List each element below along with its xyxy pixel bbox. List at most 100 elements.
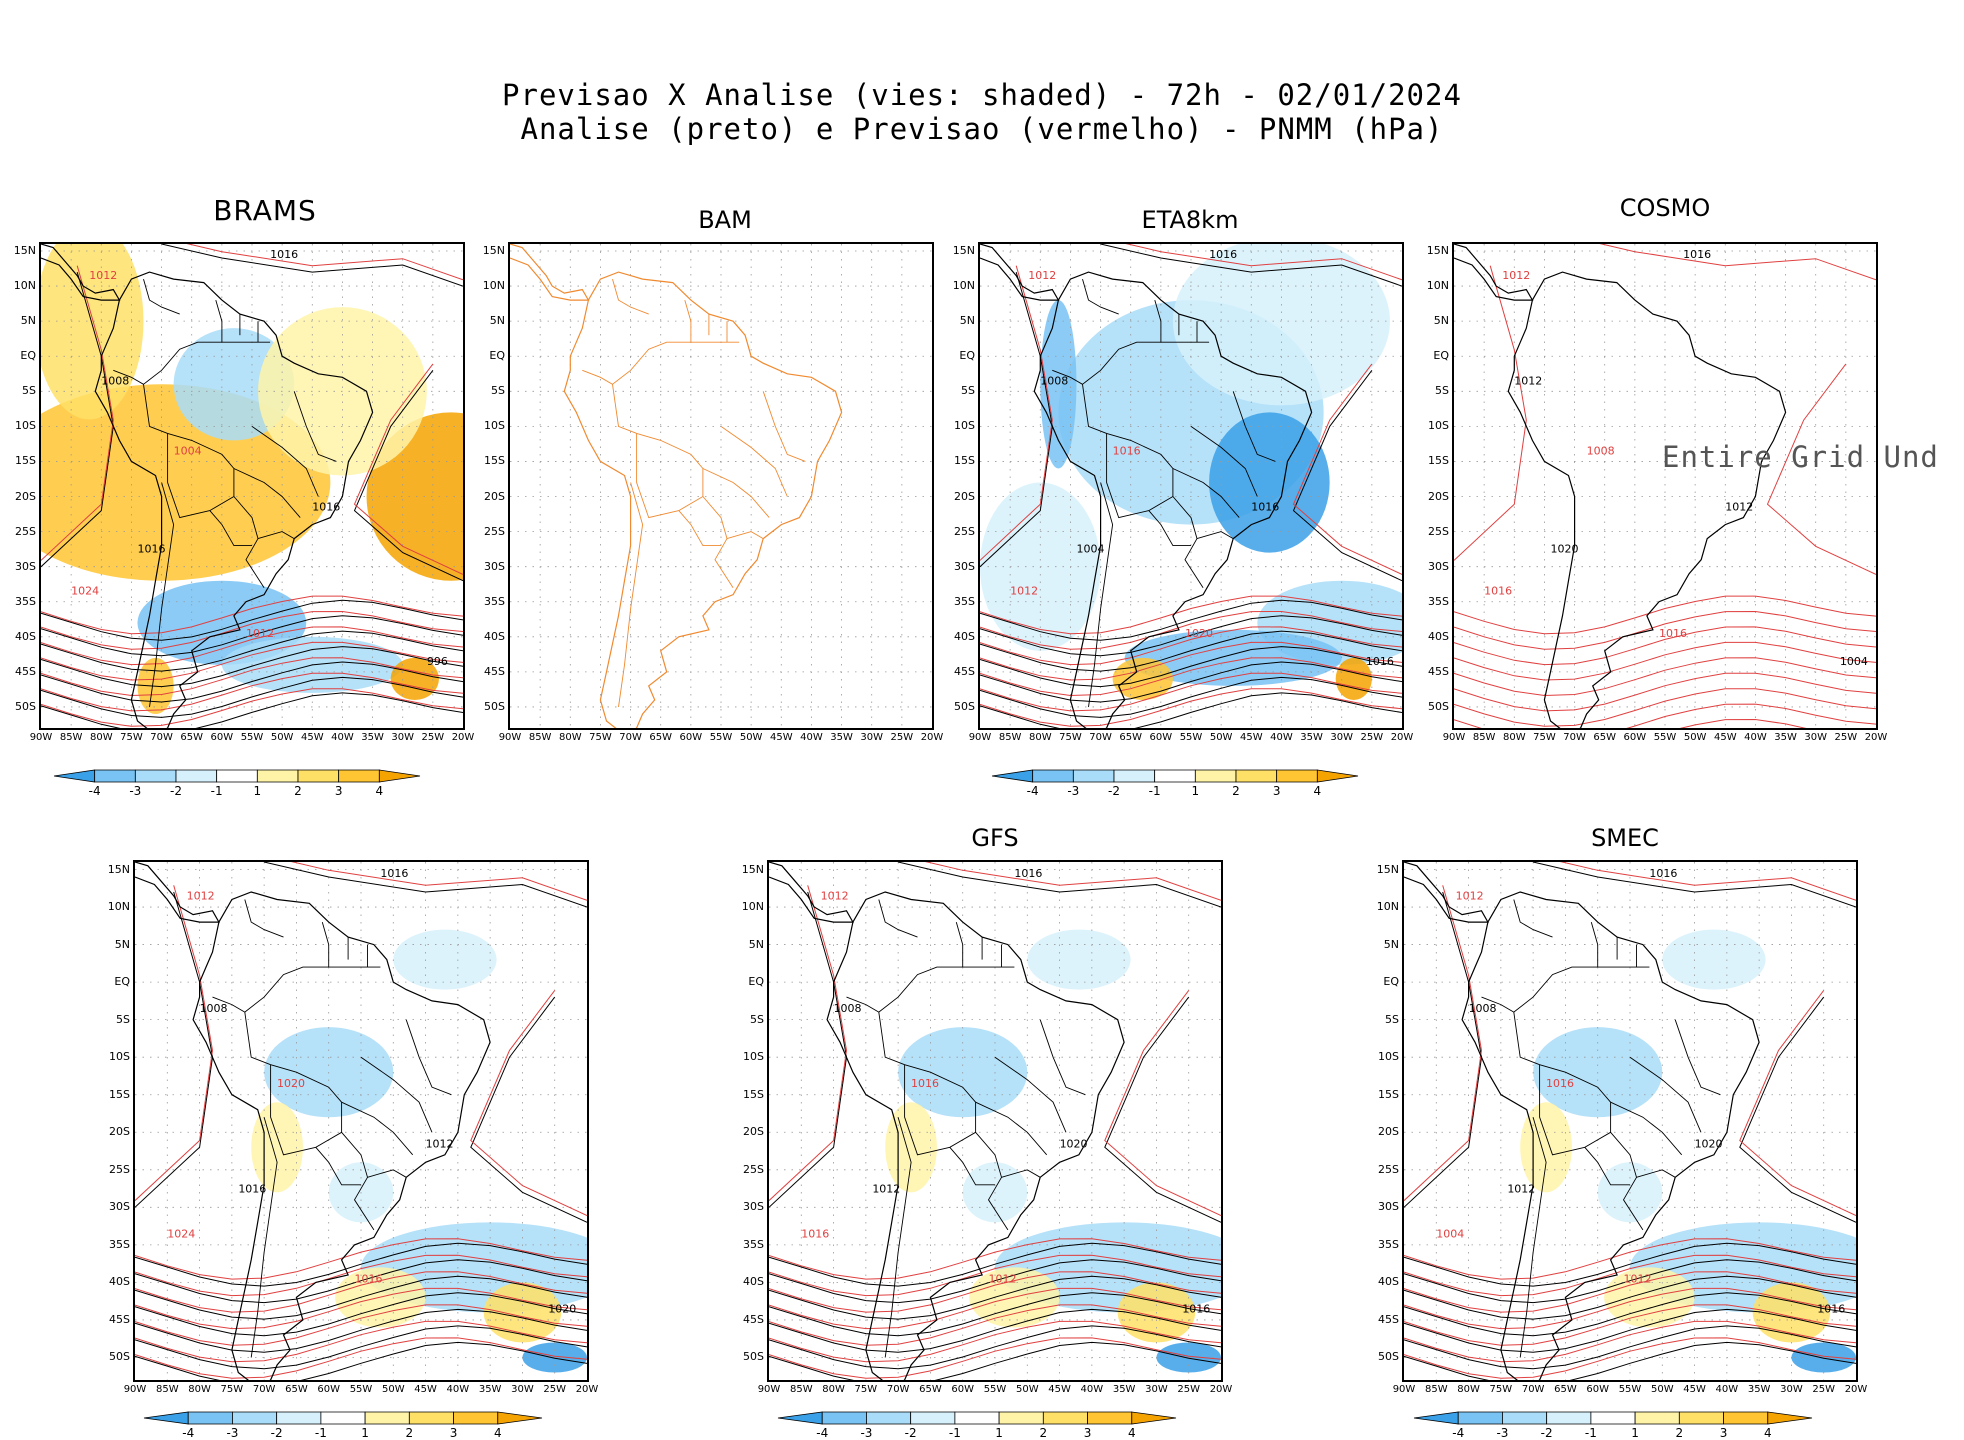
analysis-isobar bbox=[980, 599, 1402, 641]
contour-label: 1016 bbox=[1683, 248, 1711, 261]
lat-tick-label: 25S bbox=[743, 1162, 764, 1176]
lon-tick-label: 75W bbox=[589, 732, 612, 743]
lat-tick-label: EQ bbox=[114, 975, 130, 989]
colorbar-segment bbox=[1276, 769, 1318, 783]
analysis-isobar bbox=[41, 661, 463, 703]
colorbar-label: 3 bbox=[1272, 784, 1281, 798]
forecast-isobar bbox=[1454, 265, 1527, 561]
contour-label: 1016 bbox=[1484, 585, 1512, 598]
lon-tick-label: 65W bbox=[919, 1384, 942, 1395]
lat-tick-label: 10S bbox=[954, 419, 975, 433]
lat-tick-label: 45S bbox=[743, 1312, 764, 1326]
analysis-isobar bbox=[263, 862, 587, 908]
colorbar-segment bbox=[1457, 1411, 1503, 1425]
lat-tick-label: 20S bbox=[954, 489, 975, 503]
lon-tick-label: 40W bbox=[1744, 732, 1767, 743]
lat-tick-label: 20S bbox=[1428, 489, 1449, 503]
analysis-isobar bbox=[980, 692, 1402, 728]
contour-label: 1012 bbox=[1507, 1182, 1535, 1195]
country-border bbox=[244, 966, 381, 1013]
lat-tick-label: 10N bbox=[107, 900, 130, 914]
analysis-isobar bbox=[980, 676, 1402, 718]
colorbar-segment bbox=[1032, 769, 1074, 783]
forecast-isobar bbox=[1599, 244, 1876, 281]
forecast-isobar bbox=[769, 1304, 1221, 1346]
lon-tick-label: 85W bbox=[998, 732, 1022, 743]
forecast-isobar bbox=[41, 657, 463, 697]
contour-label: 1016 bbox=[1649, 867, 1677, 880]
lat-tick-label: 10S bbox=[484, 419, 505, 433]
analysis-isobar bbox=[135, 1259, 587, 1304]
colorbar-segment bbox=[1634, 1411, 1680, 1425]
colorbar-label: -1 bbox=[314, 1426, 327, 1440]
lon-tick-label: 90W bbox=[498, 732, 522, 743]
analysis-isobar bbox=[1292, 369, 1402, 582]
lon-tick-label: 70W bbox=[619, 732, 642, 743]
country-border bbox=[1519, 1117, 1547, 1358]
lon-tick-label: 90W bbox=[968, 732, 992, 743]
colorbar-segment bbox=[320, 1411, 366, 1425]
lon-tick-label: 80W bbox=[89, 732, 113, 743]
lat-tick-label: 10N bbox=[952, 279, 975, 293]
analysis-isobar bbox=[769, 1325, 1221, 1370]
lon-tick-label: 50W bbox=[1683, 732, 1707, 743]
brams-map-svg: 1016 1012 1008 1004 1016 1024 1016 1012 996 bbox=[41, 244, 463, 728]
country-border bbox=[1610, 1101, 1683, 1156]
colorbar-segment bbox=[408, 1411, 454, 1425]
lon-tick-label: 85W bbox=[155, 1384, 179, 1395]
forecast-isobar bbox=[769, 1320, 1221, 1363]
map-eta8km: 1016 1012 1008 1016 1004 1012 1016 1020 1016 bbox=[978, 242, 1404, 730]
lat-tick-label: 10S bbox=[15, 419, 36, 433]
country-border bbox=[949, 1147, 995, 1186]
colorbar-label: 4 bbox=[1313, 784, 1322, 798]
country-border bbox=[143, 278, 180, 315]
country-border bbox=[582, 369, 613, 385]
lat-tick-label: 10N bbox=[1376, 900, 1399, 914]
lon-tick-label: 60W bbox=[1149, 732, 1173, 743]
lon-tick-label: 30W bbox=[860, 732, 884, 743]
forecast-isobar bbox=[1404, 1254, 1856, 1297]
colorbar-label: -2 bbox=[270, 1426, 283, 1440]
lon-tick-label: 50W bbox=[381, 1384, 405, 1395]
lat-tick-label: 40S bbox=[109, 1275, 130, 1289]
lon-tick-label: 60W bbox=[679, 732, 703, 743]
colorbar-label: -4 bbox=[816, 1426, 829, 1440]
lat-tick-label: 5S bbox=[22, 384, 36, 398]
contour-label: 1016 bbox=[312, 501, 340, 514]
contour-label: 1020 bbox=[548, 1302, 576, 1315]
contour-label: 1020 bbox=[1550, 543, 1578, 556]
lon-tick-label: 80W bbox=[188, 1384, 211, 1395]
lat-tick-label: 15S bbox=[109, 1087, 130, 1101]
analysis-isobar bbox=[769, 1259, 1221, 1304]
forecast-isobar bbox=[1454, 641, 1876, 681]
lat-tick-label: 15N bbox=[107, 862, 130, 876]
contour-label: 1012 bbox=[246, 627, 274, 640]
forecast-isobar bbox=[1404, 1271, 1856, 1313]
lat-tick-label: 5S bbox=[1385, 1012, 1399, 1026]
lat-tick-label: 35S bbox=[109, 1237, 130, 1251]
bias-shade bbox=[393, 929, 497, 990]
lat-tick-label: 30S bbox=[954, 559, 975, 573]
lon-tick-label: 25W bbox=[421, 732, 445, 743]
country-border bbox=[1584, 1147, 1630, 1186]
lat-tick-label: EQ bbox=[489, 349, 505, 363]
lon-tick-label: 90W bbox=[29, 732, 53, 743]
bias-shade bbox=[1124, 629, 1342, 686]
country-border bbox=[244, 1012, 375, 1231]
lon-tick-label: 60W bbox=[317, 1384, 341, 1395]
analysis-isobar bbox=[41, 676, 463, 718]
contour-label: 1008 bbox=[200, 1002, 228, 1015]
forecast-isobar bbox=[1454, 610, 1876, 650]
lon-tick-label: 50W bbox=[1650, 1384, 1674, 1395]
analysis-isobar bbox=[769, 1275, 1221, 1320]
lon-tick-label: 90W bbox=[757, 1384, 781, 1395]
contour-label: 996 bbox=[427, 655, 448, 668]
colorbar-label: -3 bbox=[129, 784, 142, 798]
country-border bbox=[878, 1012, 1009, 1231]
forecast-isobar bbox=[1125, 244, 1402, 281]
lon-tick-label: 25W bbox=[1812, 1384, 1836, 1395]
lon-tick-label: 45W bbox=[1683, 1384, 1706, 1395]
analysis-isobar bbox=[769, 1242, 1221, 1287]
analysis-isobar bbox=[135, 1242, 587, 1287]
analysis-isobar bbox=[161, 244, 463, 287]
